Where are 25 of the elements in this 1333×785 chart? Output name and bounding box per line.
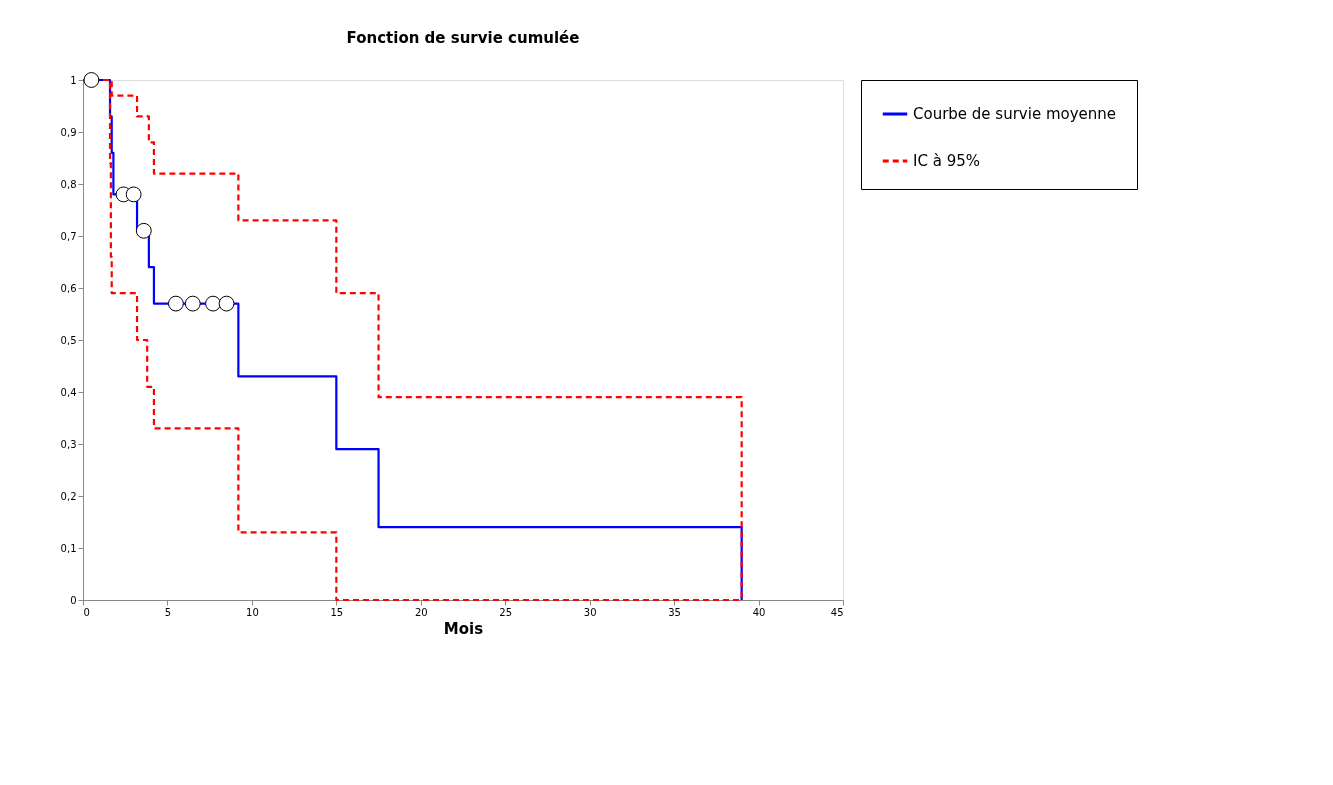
y-tick-label: 0,8: [60, 178, 77, 190]
y-tick-label: 0,6: [60, 282, 77, 294]
y-tick-label: 0,9: [60, 126, 77, 138]
legend-label: Courbe de survie moyenne: [913, 105, 1117, 123]
y-tick-label: 0,4: [60, 386, 77, 398]
x-axis-title: Mois: [443, 619, 484, 638]
x-tick-label: 20: [414, 606, 428, 618]
x-tick-label: 15: [330, 606, 344, 618]
legend-label: IC à 95%: [913, 152, 980, 170]
x-tick-label: 40: [752, 606, 766, 618]
y-tick-label: 1: [70, 74, 77, 86]
x-tick-label: 10: [246, 606, 259, 618]
x-tick-label: 45: [830, 606, 844, 618]
y-tick-label: 0: [70, 594, 77, 606]
y-tick-label: 0,1: [60, 542, 77, 554]
y-tick-label: 0,5: [60, 334, 77, 346]
x-tick-label: 0: [83, 606, 90, 618]
y-tick-label: 0,7: [60, 230, 77, 242]
x-tick-label: 35: [668, 606, 681, 618]
y-tick-label: 0,2: [60, 490, 77, 502]
chart-title: Fonction de survie cumulée: [346, 28, 580, 47]
x-tick-label: 5: [164, 606, 172, 618]
x-tick-label: 25: [499, 606, 513, 618]
x-tick-label: 30: [583, 606, 597, 618]
y-tick-label: 0,3: [60, 438, 77, 450]
